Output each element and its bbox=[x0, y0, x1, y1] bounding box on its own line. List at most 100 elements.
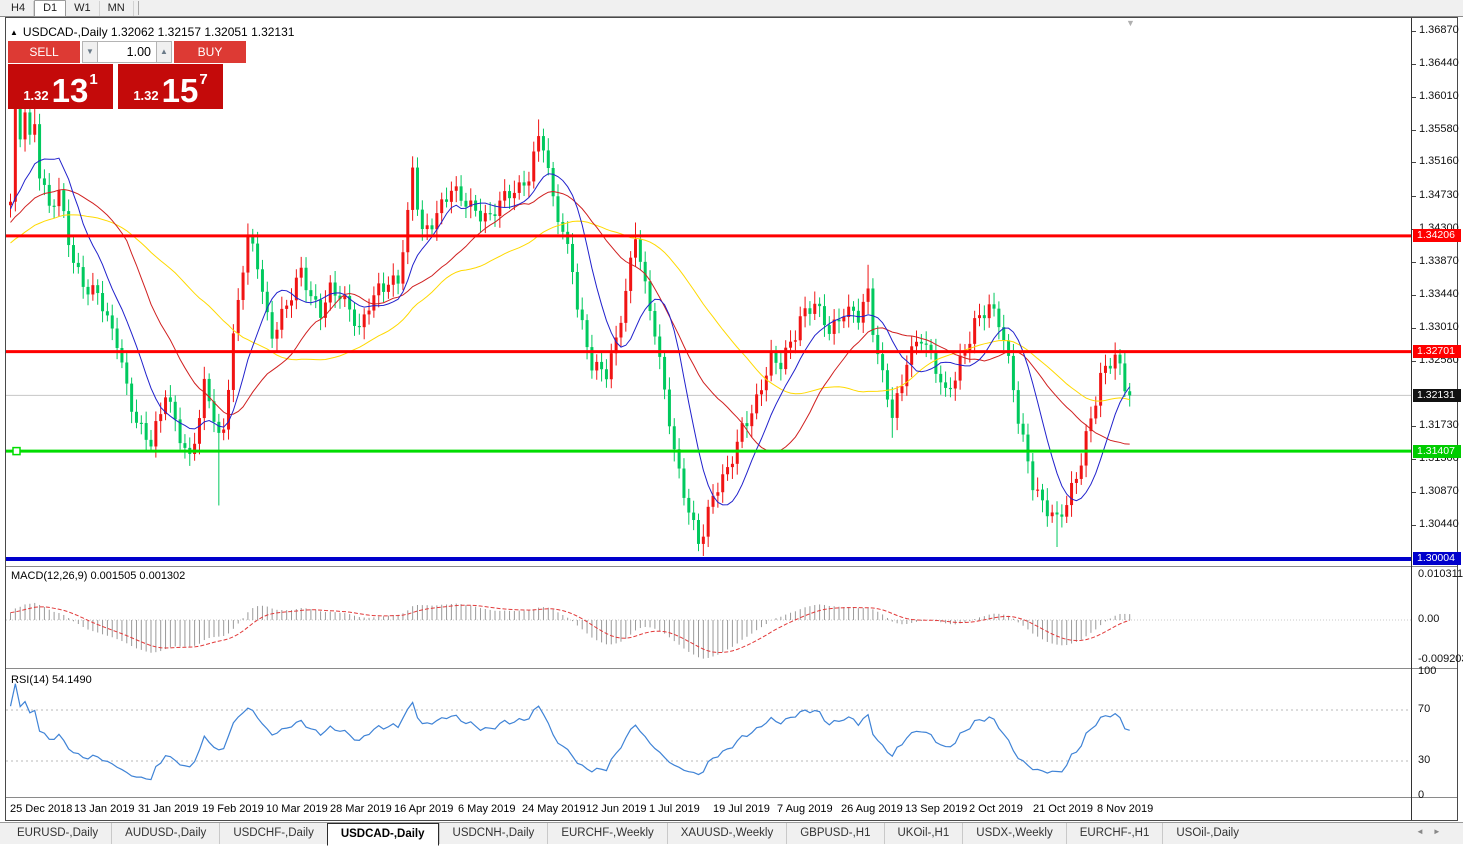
rsi-line bbox=[9, 683, 1130, 781]
macd-pane-svg[interactable] bbox=[6, 568, 1411, 668]
price-tick-mark bbox=[1412, 261, 1416, 263]
date-axis-label: 28 Mar 2019 bbox=[330, 803, 392, 815]
chart-tab-eurchf-h1[interactable]: EURCHF-,H1 bbox=[1065, 823, 1163, 844]
date-axis-label: 6 May 2019 bbox=[458, 803, 516, 815]
price-tick-mark bbox=[1412, 64, 1416, 66]
toolbar-separator bbox=[137, 1, 139, 15]
chart-title-text: USDCAD-,Daily 1.32062 1.32157 1.32051 1.… bbox=[22, 25, 295, 39]
date-axis-label: 26 Aug 2019 bbox=[841, 803, 903, 815]
collapse-triangle-icon[interactable]: ▲ bbox=[10, 28, 18, 37]
price-tick-mark bbox=[1412, 459, 1416, 461]
price-tick-label: 1.35160 bbox=[1419, 155, 1459, 168]
timeframe-button-h4[interactable]: H4 bbox=[3, 0, 35, 16]
chart-tab-eurusd-daily[interactable]: EURUSD-,Daily bbox=[17, 827, 99, 839]
chart-tab-xauusd-weekly[interactable]: XAUUSD-,Weekly bbox=[666, 823, 786, 844]
price-tag: 1.32131 bbox=[1413, 388, 1461, 402]
volume-decrease-button[interactable]: ▼ bbox=[82, 41, 98, 63]
buy-price-prefix: 1.32 bbox=[133, 88, 159, 103]
price-tick-mark bbox=[1412, 360, 1416, 362]
price-tick-mark bbox=[1412, 97, 1416, 99]
price-tick-mark bbox=[1412, 294, 1416, 296]
tab-scroll-left-icon[interactable]: ◄ bbox=[1416, 827, 1433, 836]
price-tick-label: 1.36010 bbox=[1419, 90, 1459, 103]
date-axis-label: 10 Mar 2019 bbox=[266, 803, 328, 815]
chart-shift-marker-icon[interactable]: ▼ bbox=[1126, 18, 1135, 28]
date-axis-label: 19 Jul 2019 bbox=[713, 803, 770, 815]
price-tick-mark bbox=[1412, 327, 1416, 329]
macd-axis-label: 0.00 bbox=[1418, 613, 1440, 625]
pane-separator[interactable] bbox=[6, 566, 1457, 567]
volume-input[interactable]: 1.00 bbox=[98, 41, 156, 63]
price-tick-mark bbox=[1412, 162, 1416, 164]
price-tag: 1.31407 bbox=[1413, 444, 1461, 458]
chart-tab-usdcnh-daily[interactable]: USDCNH-,Daily bbox=[438, 823, 548, 844]
date-axis-label: 13 Sep 2019 bbox=[905, 803, 968, 815]
chart-tab-audusd-daily[interactable]: AUDUSD-,Daily bbox=[111, 823, 219, 844]
moving-average-line bbox=[10, 188, 1130, 452]
chart-tab-usdcad-daily[interactable]: USDCAD-,Daily bbox=[326, 823, 439, 846]
chart-tab-ukoil-h1[interactable]: UKOil-,H1 bbox=[883, 823, 963, 844]
sell-quote-box[interactable]: 1.32 13 1 bbox=[8, 64, 113, 109]
date-axis-label: 25 Dec 2018 bbox=[10, 803, 73, 815]
tab-scroll-right-icon[interactable]: ► bbox=[1432, 827, 1450, 836]
price-axis-border bbox=[1411, 18, 1412, 820]
macd-axis-label: -0.009203 bbox=[1418, 653, 1463, 666]
timeframe-button-w1[interactable]: W1 bbox=[66, 0, 100, 16]
chart-tab-usdchf-daily[interactable]: USDCHF-,Daily bbox=[219, 823, 327, 844]
rsi-pane-svg[interactable] bbox=[6, 670, 1411, 798]
sell-price-main: 13 bbox=[51, 71, 89, 109]
price-tag: 1.34206 bbox=[1413, 229, 1461, 243]
tab-scroll-arrows: ◄► bbox=[1416, 827, 1450, 836]
sell-price-pipette: 1 bbox=[89, 71, 98, 88]
price-tick-label: 1.36440 bbox=[1419, 57, 1459, 70]
rsi-axis-label: 70 bbox=[1418, 703, 1431, 715]
sell-price-prefix: 1.32 bbox=[23, 88, 49, 103]
date-axis-label: 13 Jan 2019 bbox=[74, 803, 135, 815]
rsi-axis-label: 100 bbox=[1418, 664, 1437, 677]
date-axis-label: 2 Oct 2019 bbox=[969, 803, 1023, 815]
level-handle-marker[interactable] bbox=[12, 446, 21, 456]
date-axis-label: 21 Oct 2019 bbox=[1033, 803, 1093, 815]
macd-histogram bbox=[10, 602, 1131, 659]
date-axis-label: 24 May 2019 bbox=[522, 803, 586, 815]
date-axis-label: 7 Aug 2019 bbox=[777, 803, 833, 815]
macd-indicator-label: MACD(12,26,9) 0.001505 0.001302 bbox=[11, 570, 186, 582]
timeframe-button-d1[interactable]: D1 bbox=[34, 0, 67, 17]
price-tick-mark bbox=[1412, 228, 1416, 230]
price-axis: 1.36870 1.36440 1.36010 1.35580 1.35160 1.347… bbox=[1412, 18, 1463, 820]
price-tick-mark bbox=[1412, 31, 1416, 32]
date-axis-label: 8 Nov 2019 bbox=[1097, 803, 1154, 815]
volume-increase-button[interactable]: ▲ bbox=[156, 41, 172, 63]
price-tick-label: 1.33440 bbox=[1419, 287, 1459, 300]
price-tick-label: 1.35580 bbox=[1419, 123, 1459, 136]
buy-price-main: 15 bbox=[161, 71, 199, 109]
chart-tab-eurchf-weekly[interactable]: EURCHF-,Weekly bbox=[547, 823, 666, 844]
timeframe-button-mn[interactable]: MN bbox=[100, 0, 134, 16]
price-chart-svg[interactable] bbox=[6, 18, 1411, 566]
trade-header-row: SELL ▼ 1.00 ▲ BUY bbox=[8, 41, 246, 63]
buy-button[interactable]: BUY bbox=[174, 41, 246, 63]
buy-quote-box[interactable]: 1.32 15 7 bbox=[118, 64, 223, 109]
pane-separator[interactable] bbox=[6, 668, 1457, 669]
chart-tab-usdx-weekly[interactable]: USDX-,Weekly bbox=[962, 823, 1065, 844]
price-tag: 1.30004 bbox=[1413, 552, 1461, 566]
sell-button[interactable]: SELL bbox=[8, 41, 80, 63]
price-tag: 1.32701 bbox=[1413, 345, 1461, 359]
chart-tab-gbpusd-h1[interactable]: GBPUSD-,H1 bbox=[786, 823, 883, 844]
timeframe-toolbar: H4 D1 W1 MN bbox=[0, 0, 1463, 17]
macd-axis-label: 0.010311 bbox=[1418, 567, 1463, 580]
rsi-indicator-label: RSI(14) 54.1490 bbox=[11, 674, 92, 686]
macd-signal-line bbox=[10, 604, 1130, 654]
date-axis[interactable]: 25 Dec 2018 13 Jan 2019 31 Jan 2019 19 Feb … bbox=[6, 799, 1411, 820]
price-tick-mark bbox=[1412, 492, 1416, 494]
chart-title: ▲ USDCAD-,Daily 1.32062 1.32157 1.32051 1… bbox=[10, 25, 294, 39]
moving-average-line bbox=[10, 157, 1131, 506]
price-tick-label: 1.30870 bbox=[1419, 485, 1459, 498]
price-tick-label: 1.31730 bbox=[1419, 419, 1459, 432]
trade-quote-row: 1.32 13 1 1.32 15 7 bbox=[8, 64, 246, 109]
pane-separator bbox=[6, 797, 1457, 798]
date-axis-label: 31 Jan 2019 bbox=[138, 803, 199, 815]
price-tick-label: 1.33870 bbox=[1419, 254, 1459, 267]
chart-tab-usoil-daily[interactable]: USOil-,Daily bbox=[1162, 823, 1252, 844]
date-axis-label: 12 Jun 2019 bbox=[586, 803, 647, 815]
